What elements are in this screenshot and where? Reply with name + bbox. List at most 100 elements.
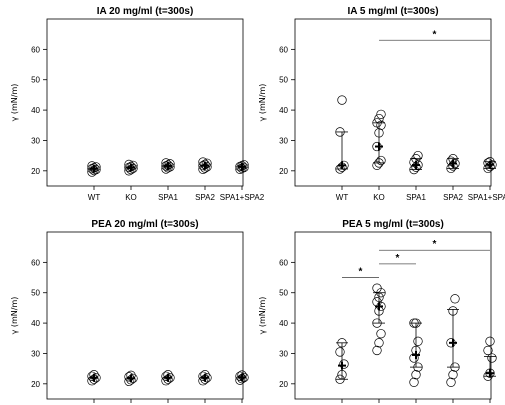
data-point: [485, 336, 495, 346]
data-point: [202, 158, 212, 168]
y-tick-label: 50: [31, 289, 40, 298]
y-tick-label: 20: [279, 167, 288, 176]
data-point: [413, 150, 423, 161]
group-spa1: [409, 318, 423, 387]
data-point: [374, 158, 384, 168]
y-tick-label: 20: [279, 380, 288, 389]
group-wt: [87, 161, 101, 177]
data-point: [413, 362, 423, 372]
y-tick-label: 30: [31, 136, 40, 145]
data-point: [413, 336, 423, 346]
y-tick-label: 30: [279, 136, 288, 145]
data-point: [335, 347, 345, 357]
data-point: [483, 345, 493, 356]
data-point: [374, 128, 384, 138]
group-wt: [87, 370, 101, 386]
chart-title: PEA 5 mg/ml (t=300s): [342, 219, 444, 230]
x-tick-label-spa1: SPA1: [158, 193, 178, 202]
data-point: [372, 345, 382, 356]
significance-label: *: [359, 267, 363, 278]
group-spa1: [161, 158, 175, 174]
data-point: [235, 371, 245, 381]
group-spa1: [161, 370, 175, 386]
data-point: [376, 109, 386, 119]
chart-panel-ia-20: IA 20 mg/ml (t=300s) 20 30 40 50 60 γ (mN/m) WT…: [10, 6, 265, 202]
data-point: [446, 156, 456, 166]
y-tick-label: 40: [279, 319, 288, 328]
y-tick-label: 50: [279, 289, 288, 298]
data-point: [448, 306, 458, 316]
y-tick-label: 60: [279, 258, 288, 267]
data-point: [198, 371, 208, 381]
y-tick-label: 60: [279, 45, 288, 54]
data-point: [376, 155, 386, 166]
group-spa1: [409, 150, 423, 175]
data-point: [124, 159, 134, 170]
data-point: [450, 294, 460, 304]
data-point: [372, 318, 382, 328]
x-tick-label-ko: KO: [373, 193, 385, 202]
y-axis-label: γ (mN/m): [10, 84, 19, 122]
x-tick-label-ko: KO: [125, 193, 137, 202]
y-tick-label: 30: [31, 349, 40, 358]
group-ko: [372, 109, 386, 171]
x-tick-label-spa1-spa2: SPA1+SPA2: [220, 193, 265, 202]
chart-panel-ia-5: IA 5 mg/ml (t=300s) 20 30 40 50 60 γ (mN/m) WT K…: [258, 6, 505, 202]
data-point: [374, 113, 384, 124]
data-point: [409, 353, 419, 363]
y-tick-label: 30: [279, 349, 288, 358]
data-point: [87, 371, 97, 381]
y-tick-label: 40: [31, 106, 40, 115]
data-point: [87, 161, 97, 171]
data-point: [485, 368, 495, 378]
plot-frame: [294, 231, 492, 400]
y-axis-label: γ (mN/m): [10, 297, 19, 335]
plot-frame: [46, 18, 244, 187]
data-point: [448, 370, 458, 380]
group-spa2: [198, 157, 212, 174]
x-tick-label-spa2: SPA2: [443, 193, 463, 202]
data-point: [339, 359, 349, 369]
group-ko: [124, 370, 138, 387]
x-tick-label-wt: WT: [88, 193, 101, 202]
group-ko: [124, 159, 138, 176]
group-spa1-spa2: [235, 160, 249, 174]
group-spa1-spa2: [483, 336, 497, 381]
data-point: [165, 159, 175, 169]
group-wt: [335, 95, 349, 174]
y-tick-label: 40: [279, 106, 288, 115]
significance-label: *: [396, 253, 400, 264]
data-point: [335, 374, 345, 384]
y-tick-label: 60: [31, 258, 40, 267]
chart-title: IA 5 mg/ml (t=300s): [347, 6, 438, 17]
data-point: [411, 318, 421, 328]
chart-title: IA 20 mg/ml (t=300s): [97, 6, 194, 17]
y-tick-label: 40: [31, 319, 40, 328]
data-point: [91, 162, 101, 172]
data-point: [337, 95, 347, 105]
data-point: [487, 353, 497, 363]
group-wt: [335, 338, 349, 384]
data-point: [372, 118, 382, 128]
significance-label: *: [433, 239, 437, 250]
significance-label: *: [433, 29, 437, 40]
group-spa1-spa2: [483, 157, 497, 174]
plot-frame: [46, 231, 244, 400]
group-spa2: [446, 294, 460, 387]
y-tick-label: 50: [31, 76, 40, 85]
y-tick-label: 20: [31, 380, 40, 389]
group-spa2: [446, 154, 460, 174]
plot-frame: [294, 18, 492, 187]
y-tick-label: 50: [279, 76, 288, 85]
data-point: [239, 160, 249, 170]
y-tick-label: 20: [31, 167, 40, 176]
data-point: [446, 377, 456, 387]
data-point: [337, 370, 347, 380]
data-point: [409, 318, 419, 328]
data-point: [374, 338, 384, 348]
data-point: [376, 329, 386, 339]
data-point: [337, 338, 347, 348]
